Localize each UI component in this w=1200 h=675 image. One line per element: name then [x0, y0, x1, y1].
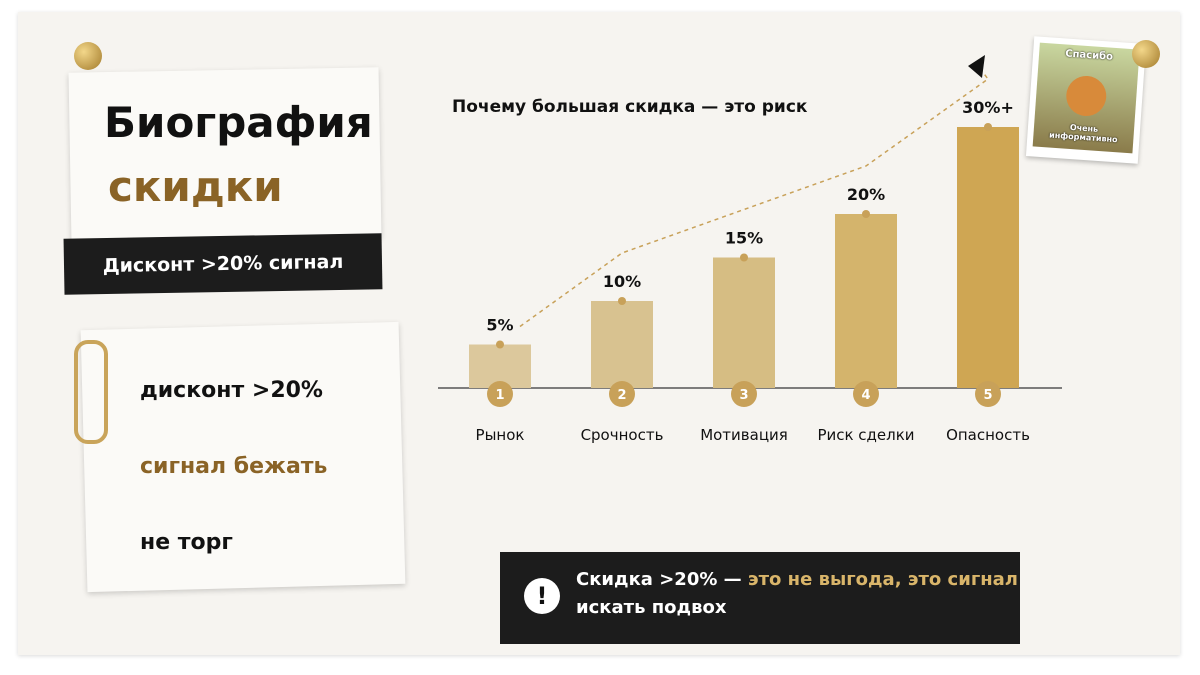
step-circle	[853, 381, 879, 407]
bar	[835, 214, 897, 388]
category-label: Мотивация	[700, 426, 788, 444]
callout-icon: !	[524, 578, 560, 614]
step-number: 3	[739, 388, 748, 403]
chart-title: Почему большая скидка — это риск	[452, 97, 808, 117]
paperclip	[74, 340, 108, 444]
pin	[1132, 40, 1160, 68]
title-accent: скидки	[108, 162, 283, 211]
top-dot	[496, 340, 504, 349]
top-dot	[984, 123, 992, 131]
category-label: Риск сделки	[817, 426, 914, 444]
pin	[74, 42, 102, 70]
value-label: 20%	[847, 185, 885, 204]
arrow-head	[968, 55, 985, 78]
top-dot	[618, 297, 626, 305]
note-item: не торг	[140, 530, 233, 555]
callout: ! Скидка >20% — это не выгода, это сигна…	[500, 552, 1020, 644]
bar	[469, 344, 531, 388]
callout-accent: это не выгода, это сигнал	[747, 569, 1018, 590]
bar	[591, 301, 653, 388]
category-label: Опасность	[946, 426, 1030, 444]
top-dot	[740, 253, 748, 262]
step-number: 1	[495, 388, 504, 403]
top-dot	[862, 210, 870, 218]
value-label: 5%	[486, 316, 513, 335]
step-number: 4	[861, 388, 870, 403]
value-label: 15%	[725, 229, 763, 248]
category-label: Срочность	[581, 426, 664, 444]
step-number: 2	[617, 388, 626, 403]
bar	[957, 127, 1019, 388]
step-circle	[731, 381, 757, 407]
callout-text: искать подвох	[576, 597, 727, 618]
value-label: 30%+	[962, 98, 1014, 117]
step-circle	[609, 381, 635, 407]
step-circle	[487, 381, 513, 407]
note-item: сигнал бежать	[140, 454, 328, 479]
step-number: 5	[983, 388, 992, 403]
title: Биография	[104, 98, 373, 147]
category-label: Рынок	[476, 426, 525, 444]
callout-text: Скидка >20% —	[576, 569, 742, 590]
value-label: 10%	[603, 272, 641, 291]
note-item: дисконт >20%	[140, 378, 323, 403]
bar	[713, 257, 775, 388]
step-circle	[975, 381, 1001, 407]
trend-arrow	[519, 61, 990, 328]
